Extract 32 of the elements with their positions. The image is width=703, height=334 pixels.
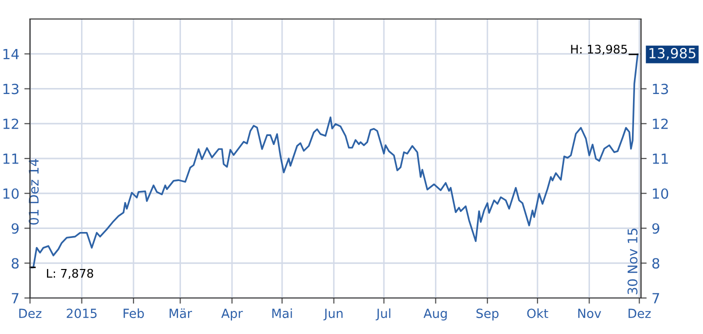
y-tick-label: 14	[3, 49, 19, 60]
x-tick-label: Dez	[628, 308, 651, 318]
y2-tick-label: 9	[652, 223, 660, 234]
y-tick-label: 9	[12, 223, 19, 234]
x-tick-label: 2015	[66, 308, 97, 318]
y2-tick-label: 13	[652, 84, 668, 94]
annotation: 30 Nov 15	[628, 228, 638, 294]
x-tick-label: Apr	[221, 308, 243, 321]
x-tick-label: Mär	[170, 308, 192, 318]
y2-tick-label: 10	[652, 188, 668, 199]
y-tick-label: 8	[12, 258, 19, 269]
x-tick-label: Mai	[272, 308, 292, 318]
x-tick-label: Nov	[578, 308, 602, 318]
y-tick-label: 10	[3, 188, 19, 199]
y2-tick-label: 8	[652, 258, 660, 269]
annotation: H: 13,985	[571, 44, 627, 55]
x-tick-label: Jul	[376, 308, 390, 320]
x-tick-label: Dez	[19, 308, 42, 318]
y2-tick-label: 11	[652, 154, 668, 164]
x-tick-label: Jun	[323, 308, 343, 320]
annotation: L: 7,878	[46, 268, 94, 279]
y2-tick-label: 7	[652, 293, 660, 304]
y-tick-label: 7	[12, 293, 18, 304]
y2-tick-label: 12	[652, 118, 668, 129]
y-tick-label: 12	[3, 118, 18, 129]
annotation: 13,985	[649, 48, 696, 60]
x-tick-label: Okt	[527, 308, 548, 318]
x-tick-label: Aug	[424, 308, 447, 321]
y-tick-label: 13	[3, 84, 18, 94]
x-tick-label: Sep	[476, 308, 499, 321]
x-tick-label: Feb	[124, 308, 144, 318]
y-tick-label: 11	[3, 154, 18, 164]
